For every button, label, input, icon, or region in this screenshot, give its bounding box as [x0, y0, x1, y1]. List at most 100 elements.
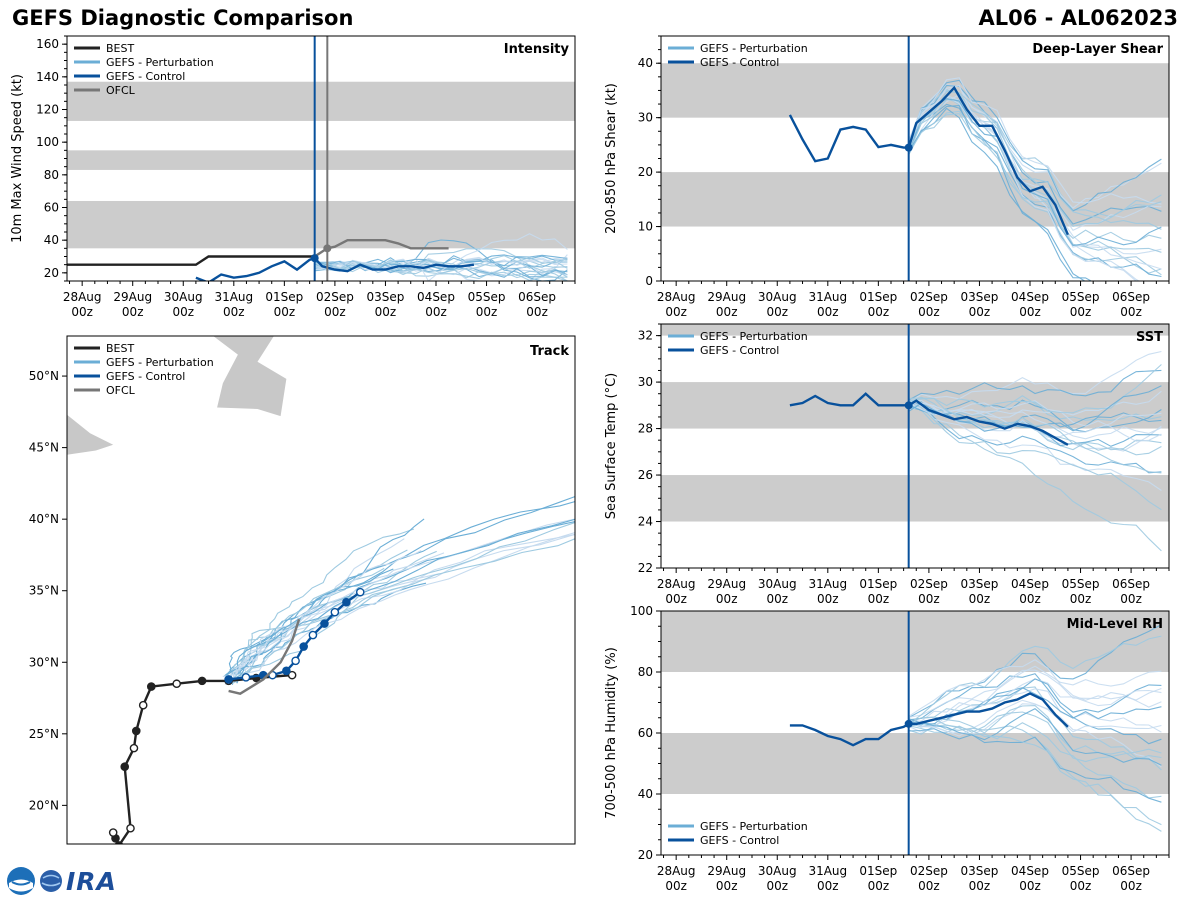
- x-tick-label-hour: 00z: [969, 305, 991, 319]
- track-point: [108, 828, 118, 837]
- threshold-band: [661, 63, 1169, 118]
- x-tick-label-hour: 00z: [172, 305, 194, 319]
- perturbation-member-line: [908, 390, 1162, 419]
- track-point: [138, 700, 148, 710]
- x-tick-label-hour: 00z: [1120, 592, 1142, 606]
- perturbation-member-line: [908, 718, 1162, 826]
- threshold-band: [67, 150, 575, 170]
- x-tick-label-day: 30Aug: [758, 864, 797, 878]
- y-tick-label: 20: [638, 165, 653, 179]
- legend-label: GEFS - Perturbation: [106, 56, 214, 69]
- perturbation-member-line: [908, 665, 1162, 728]
- track-axes-frame: [66, 335, 576, 845]
- legend-label: GEFS - Control: [700, 834, 779, 847]
- x-tick-label-hour: 00z: [918, 305, 940, 319]
- legend-label: GEFS - Perturbation: [700, 42, 808, 55]
- x-tick-label-day: 01Sep: [265, 290, 303, 304]
- x-tick-label-day: 28Aug: [63, 290, 102, 304]
- x-tick-label-hour: 00z: [1019, 879, 1041, 893]
- track-point: [308, 630, 318, 640]
- perturbation-member-line: [908, 84, 1162, 212]
- track-point: [197, 676, 207, 686]
- track-point: [129, 743, 139, 753]
- x-tick-label-day: 04Sep: [1011, 577, 1049, 591]
- perturbation-member-line: [908, 708, 1162, 766]
- x-tick-label-day: 30Aug: [758, 290, 797, 304]
- x-tick-label-hour: 00z: [223, 305, 245, 319]
- perturbation-member-line: [908, 635, 1162, 725]
- rh-plot-area: [661, 611, 1169, 855]
- track-point: [342, 597, 351, 607]
- y-tick-label: 60: [44, 201, 59, 215]
- threshold-band: [661, 475, 1169, 522]
- perturbation-track-line: [228, 528, 415, 675]
- perturbation-member-line: [908, 84, 1162, 270]
- x-tick-label-hour: 00z: [766, 592, 788, 606]
- lat-tick-label: 25°N: [29, 727, 59, 741]
- perturbation-member-line: [908, 113, 1162, 243]
- x-tick-label-day: 02Sep: [910, 864, 948, 878]
- x-tick-label-hour: 00z: [766, 879, 788, 893]
- legend-label: GEFS - Perturbation: [700, 820, 808, 833]
- x-tick-label-day: 04Sep: [417, 290, 455, 304]
- x-tick-label-day: 06Sep: [1112, 864, 1150, 878]
- x-tick-label-day: 03Sep: [961, 864, 999, 878]
- perturbation-member-line: [908, 405, 1162, 552]
- perturbation-member-line: [908, 669, 1162, 718]
- x-tick-label-hour: 00z: [716, 592, 738, 606]
- x-tick-label-day: 02Sep: [910, 290, 948, 304]
- x-tick-label-hour: 00z: [868, 879, 890, 893]
- legend-label: GEFS - Control: [106, 370, 185, 383]
- track-point: [241, 672, 251, 682]
- perturbation-track-line: [229, 538, 575, 684]
- x-tick-label-day: 29Aug: [707, 577, 746, 591]
- y-tick-label: 20: [44, 266, 59, 280]
- x-tick-label-day: 03Sep: [961, 577, 999, 591]
- x-tick-label-hour: 00z: [1019, 592, 1041, 606]
- x-tick-label-hour: 00z: [71, 305, 93, 319]
- land-nova-scotia: [67, 414, 114, 455]
- panel-title: Deep-Layer Shear: [1032, 42, 1163, 57]
- shear-panel: 01020304028Aug00z29Aug00z30Aug00z31Aug00…: [604, 35, 1170, 319]
- y-tick-label: 120: [36, 103, 59, 117]
- x-tick-label-day: 31Aug: [808, 577, 847, 591]
- sst-axes-frame: [660, 323, 1170, 569]
- perturbation-track-line: [224, 533, 575, 685]
- x-tick-label-day: 29Aug: [707, 290, 746, 304]
- threshold-band: [67, 200, 575, 249]
- control-init-point: [904, 401, 913, 410]
- x-tick-label-hour: 00z: [1070, 305, 1092, 319]
- cira-logo-text: IRA: [66, 866, 117, 896]
- x-tick-label-day: 02Sep: [910, 577, 948, 591]
- track-point: [320, 619, 329, 628]
- x-tick-label-day: 30Aug: [758, 577, 797, 591]
- sst-plot-area: [661, 324, 1169, 568]
- panel-title: Intensity: [504, 42, 570, 57]
- x-tick-label-hour: 00z: [1120, 305, 1142, 319]
- perturbation-track-line: [230, 573, 440, 675]
- x-tick-label-hour: 00z: [817, 305, 839, 319]
- lat-tick-label: 20°N: [29, 798, 59, 812]
- x-tick-label-hour: 00z: [122, 305, 144, 319]
- x-tick-label-hour: 00z: [817, 592, 839, 606]
- perturbation-member-line: [314, 233, 568, 281]
- track-point: [172, 679, 181, 689]
- y-tick-label: 100: [630, 604, 653, 618]
- intensity-plot-area: [67, 36, 575, 281]
- panel-title: Mid-Level RH: [1067, 617, 1163, 632]
- y-tick-label: 160: [36, 37, 59, 51]
- x-tick-label-day: 29Aug: [113, 290, 152, 304]
- x-tick-label-day: 06Sep: [1112, 577, 1150, 591]
- x-tick-label-hour: 00z: [868, 305, 890, 319]
- perturbation-member-line: [908, 688, 1162, 733]
- legend-label: GEFS - Control: [106, 70, 185, 83]
- perturbation-member-line: [908, 699, 1162, 737]
- x-tick-label-day: 05Sep: [1062, 864, 1100, 878]
- y-tick-label: 80: [44, 168, 59, 182]
- perturbation-track-line: [228, 585, 406, 683]
- y-tick-label: 10: [638, 220, 653, 234]
- y-tick-label: 20: [638, 848, 653, 862]
- y-tick-label: 26: [638, 468, 653, 482]
- x-tick-label-hour: 00z: [716, 305, 738, 319]
